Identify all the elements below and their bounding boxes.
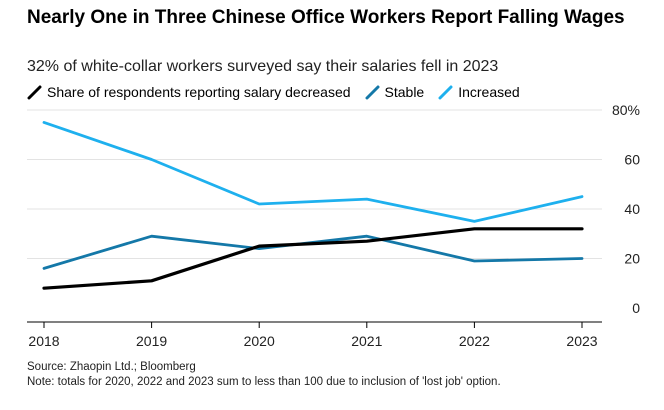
x-tick-label: 2019 <box>136 333 167 349</box>
series-line-share <box>42 227 584 290</box>
y-tick-label: 0 <box>632 300 640 316</box>
y-tick-label: 40 <box>624 201 640 217</box>
chart-footer: Source: Zhaopin Ltd.; Bloomberg Note: to… <box>27 360 501 389</box>
x-tick-label: 2020 <box>244 333 275 349</box>
chart-subtitle: 32% of white-collar workers surveyed say… <box>27 58 499 75</box>
y-tick-label: 20 <box>624 251 640 267</box>
legend-swatch-decreased <box>27 85 42 100</box>
legend-item-decreased: Share of respondents reporting salary de… <box>27 84 351 100</box>
legend: Share of respondents reporting salary de… <box>27 83 534 101</box>
legend-swatch-increased <box>438 85 453 100</box>
legend-label-stable: Stable <box>384 84 425 100</box>
legend-item-increased: Increased <box>438 84 520 100</box>
x-tick-label: 2022 <box>459 333 490 349</box>
legend-item-stable: Stable <box>365 84 425 100</box>
chart-title: Nearly One in Three Chinese Office Worke… <box>27 7 625 28</box>
series-line-stable <box>42 234 584 270</box>
y-tick-label: 80% <box>612 102 640 118</box>
source-note: Source: Zhaopin Ltd.; Bloomberg <box>27 361 196 373</box>
y-tick-label: 60 <box>624 152 640 168</box>
legend-swatch-stable <box>365 85 380 100</box>
footnote: Note: totals for 2020, 2022 and 2023 sum… <box>27 375 501 388</box>
legend-label-increased: Increased <box>458 84 520 100</box>
x-tick-label: 2023 <box>566 333 597 349</box>
x-tick-label: 2018 <box>28 333 59 349</box>
line-chart: 80% 60 40 20 0 2018 2019 2020 2021 2022 2023 <box>27 102 640 349</box>
legend-label-decreased: Share of respondents reporting salary de… <box>47 84 351 100</box>
series-line-increased <box>42 120 584 223</box>
x-tick-label: 2021 <box>351 333 382 349</box>
